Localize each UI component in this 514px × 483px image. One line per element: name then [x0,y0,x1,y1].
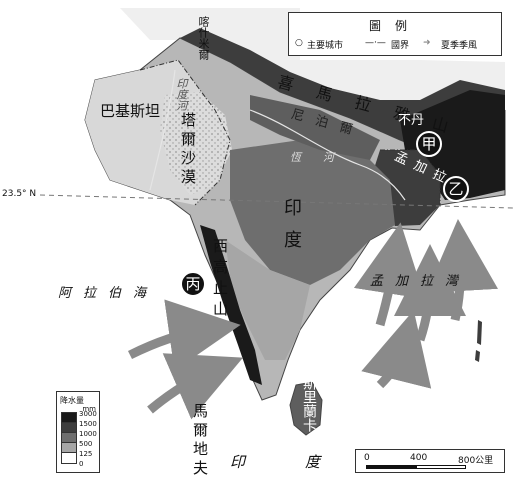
scale-bar-white [416,465,466,469]
label-bhutan: 不丹 [398,113,425,128]
rainfall-unit: mm [82,405,96,413]
label-western-ghats: 西高止山 [211,238,229,322]
legend-border: 國界 [391,41,410,51]
legend-monsoon: 夏季季風 [441,41,478,51]
monsoon-arrow-icon: ➜ [423,38,431,48]
tropic-line [39,194,514,209]
rain-level: 3000 [79,410,97,418]
monsoon-arrow [393,244,466,342]
scale-bar: 0 400 800公里 [355,449,505,473]
ganges-plain [250,95,380,160]
sri-lanka [289,381,323,436]
legend-title: 圖例 [368,19,421,33]
label-bay-of-bengal: 孟加拉灣 [370,274,471,289]
city-symbol-icon: ○ [295,38,303,48]
rain-level: 1500 [79,420,97,428]
border-line [139,59,231,206]
rain-level: 500 [79,440,93,448]
label-arabian-sea: 阿拉伯海 [58,286,159,301]
monsoon-arrow [353,222,426,327]
label-sri-lanka: 斯里蘭卡 [301,376,317,432]
northeast-wet [400,90,505,200]
monsoon-arrow [361,310,432,389]
rain-swatch [61,452,77,464]
border-line [380,149,441,205]
label-indian-ocean: 印度洋 [230,453,456,471]
label-ganges-river: 恆河 [290,151,356,164]
rain-level: 1000 [79,430,97,438]
thar-desert [160,92,232,195]
rain-level: 0 [79,460,84,468]
andaman-islands [475,320,482,362]
river-indus [149,69,176,191]
label-maldives: 馬爾地夫 [191,403,209,479]
label-pakistan: 巴基斯坦 [100,102,161,120]
scale-tick: 800公里 [458,456,494,466]
scale-tick: 0 [364,453,370,463]
marker-jia: 甲 [416,131,442,157]
scale-bar-black [366,465,416,469]
river-ganges [249,109,406,201]
monsoon-arrow [127,299,241,371]
scale-tick: 400 [410,453,428,463]
rainfall-legend: 降水量 mm 3000 1500 1000 500 125 0 [56,391,100,473]
legend-city: 主要城市 [307,41,344,51]
legend-panel: 圖例 ○ 主要城市 —·— 國界 ➜ 夏季季風 [288,12,502,56]
central-india [230,140,395,285]
marker-yi: 乙 [443,176,469,202]
label-indus-river: 印度河 [175,78,188,111]
label-thar-desert: 塔爾沙漠 [179,112,197,188]
rain-level: 125 [79,450,93,458]
marker-bing: 丙 [180,271,206,297]
border-symbol-icon: —·— [365,38,386,48]
latitude-label: 23.5° N [2,189,37,199]
rainfall-legend-title: 降水量 [60,396,84,405]
monsoon-arrow [147,353,244,420]
label-india: 印度 [281,198,302,262]
monsoon-arrow [426,219,498,322]
deccan [225,240,310,360]
label-kashmir: 喀什米爾 [197,16,210,60]
